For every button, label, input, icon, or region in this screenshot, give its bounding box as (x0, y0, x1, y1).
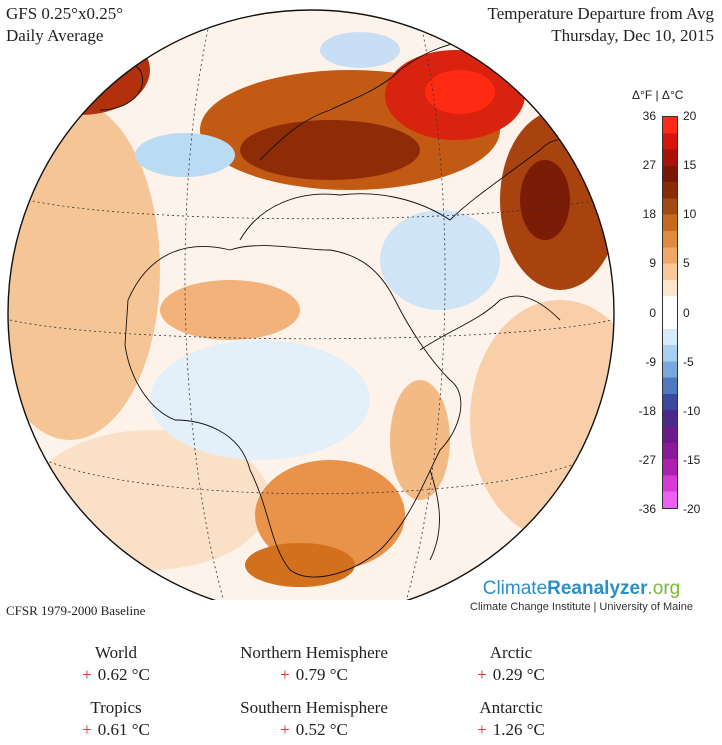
stat-sign: + (280, 720, 290, 739)
stat-arctic: Arctic +0.29 °C (411, 642, 611, 686)
tick-label-f: 0 (649, 305, 656, 320)
tick-label-f: 18 (642, 207, 656, 222)
stat-sign: + (82, 720, 92, 739)
stat-sign: + (280, 665, 290, 684)
stat-value: 0.79 °C (295, 665, 348, 684)
central-africa-cool-region (150, 340, 370, 460)
stat-label: Tropics (90, 698, 142, 717)
tick-label-c: 10 (683, 207, 697, 222)
tick-label-c: -20 (683, 502, 701, 516)
tick-label-c: -5 (683, 354, 694, 369)
stat-label: Arctic (489, 643, 533, 662)
brand-name: ClimateReanalyzer.org (482, 578, 681, 599)
madagascar-coast (429, 469, 440, 561)
equator-line (9, 319, 613, 340)
stat-label: Southern Hemisphere (240, 698, 388, 717)
stat-southern-hemisphere: Southern Hemisphere +0.52 °C (214, 697, 414, 741)
africa-coast (124, 245, 462, 578)
tick-label-c: 15 (683, 158, 697, 173)
arabia-coast (419, 295, 561, 351)
tick-label-f: -18 (638, 403, 656, 418)
tick-label-c: 20 (683, 109, 697, 123)
stat-world: World +0.62 °C (16, 642, 216, 686)
stat-value: 0.61 °C (97, 720, 150, 739)
brand-subtitle: Climate Change Institute | University of… (470, 601, 693, 613)
meridian-east (404, 19, 446, 600)
tick-label-c: 5 (683, 256, 690, 271)
scandinavia-coast (259, 39, 471, 161)
tick-label-f: -9 (645, 354, 656, 369)
tick-label-f: 36 (642, 109, 656, 123)
stat-tropics: Tropics +0.61 °C (16, 697, 216, 741)
map-title-block: Temperature Departure from Avg Thursday,… (488, 3, 714, 47)
tick-label-f: 9 (649, 256, 656, 271)
stat-label: Antarctic (479, 698, 543, 717)
baseline-label: CFSR 1979-2000 Baseline (6, 603, 146, 618)
map-title: Temperature Departure from Avg (487, 4, 714, 23)
southern-africa-warm-region (255, 460, 405, 570)
stat-value: 1.26 °C (492, 720, 545, 739)
middle-east-cool-region (380, 210, 500, 310)
globe-map (7, 9, 615, 600)
averaging-label: Daily Average (6, 26, 104, 45)
tick-label-c: 0 (683, 305, 690, 320)
globe-outline (7, 9, 615, 600)
stat-label: Northern Hemisphere (240, 643, 388, 662)
stat-sign: + (82, 665, 92, 684)
indian-ocean-warm-region (470, 300, 614, 540)
brand-logo[interactable]: ClimateReanalyzer.org Climate Change Ins… (470, 578, 693, 613)
meridian-west (184, 19, 226, 600)
stat-value: 0.52 °C (295, 720, 348, 739)
stat-sign: + (477, 720, 487, 739)
tick-label-c: -15 (683, 452, 701, 467)
stat-label: World (94, 643, 138, 662)
map-date: Thursday, Dec 10, 2015 (551, 26, 714, 45)
eurasia-coast (239, 139, 601, 241)
graticule (9, 19, 613, 600)
stat-value: 0.29 °C (492, 665, 545, 684)
tick-label-c: -10 (683, 403, 701, 418)
north-atlantic-cool-region (135, 133, 235, 177)
tick-label-f: -36 (638, 502, 656, 516)
stat-northern-hemisphere: Northern Hemisphere +0.79 °C (214, 642, 414, 686)
tick-label-f: -27 (638, 452, 656, 467)
map-info: GFS 0.25°x0.25° Daily Average (6, 3, 123, 47)
stat-sign: + (477, 665, 487, 684)
stat-value: 0.62 °C (97, 665, 150, 684)
stat-antarctic: Antarctic +1.26 °C (411, 697, 611, 741)
color-scale-bar (662, 116, 678, 509)
legend-units: Δ°F | Δ°C (632, 88, 684, 102)
tick-label-f: 27 (642, 158, 656, 173)
model-label: GFS 0.25°x0.25° (6, 4, 124, 23)
